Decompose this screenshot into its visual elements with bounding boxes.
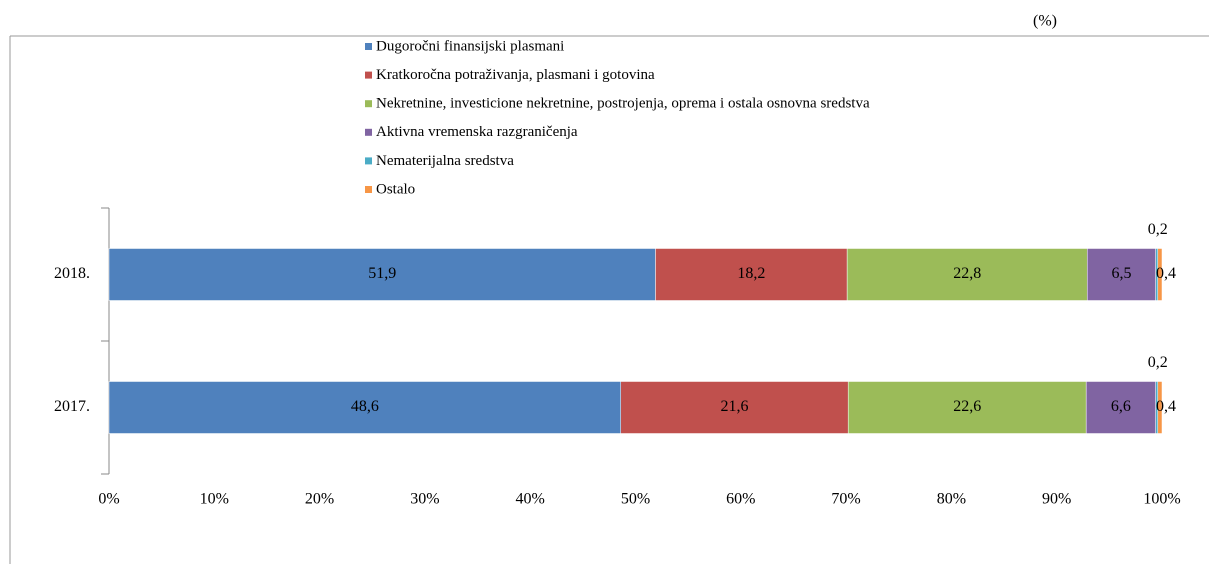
x-tick-label: 50% [621,491,650,508]
bar-segment [1157,381,1163,434]
legend-swatch [365,186,372,193]
legend-label: Kratkoročna potraživanja, plasmani i got… [376,67,655,83]
x-tick-label: 20% [305,491,334,508]
x-tick-label: 90% [1042,491,1071,508]
legend-label: Ostalo [376,181,415,197]
legend-label: Aktivna vremenska razgraničenja [376,124,578,140]
value-label: 6,6 [1111,398,1131,415]
legend-label: Nematerijalna sredstva [376,153,514,169]
bar-segment [846,248,1088,301]
x-tick-label: 60% [726,491,755,508]
value-label: 48,6 [351,398,379,415]
bar-segment [620,381,849,434]
x-tick-label: 10% [200,491,229,508]
bar-segment [108,381,622,434]
x-tick-label: 100% [1143,491,1180,508]
unit-label: (%) [1033,13,1057,30]
legend-label: Nekretnine, investicione nekretnine, pos… [376,96,870,112]
value-label: 0,2 [1148,221,1168,238]
x-tick-label: 30% [410,491,439,508]
x-tick-label: 70% [831,491,860,508]
value-label: 18,2 [737,265,765,282]
legend-swatch [365,157,372,165]
legend-swatch [365,100,372,108]
value-label: 21,6 [720,398,748,415]
value-label: 6,5 [1111,265,1131,282]
bar-segment [1157,248,1163,301]
bar-segment [1085,381,1156,434]
value-label: 0,4 [1156,265,1176,282]
bar-segment [108,248,656,301]
value-label: 0,4 [1156,398,1176,415]
x-tick-label: 80% [937,491,966,508]
legend-swatch [365,128,372,136]
legend-swatch [365,71,372,79]
value-label: 22,6 [953,398,981,415]
legend-label: Dugoročni finansijski plasmani [376,38,564,54]
value-label: 51,9 [368,265,396,282]
x-tick-label: 40% [516,491,545,508]
legend-swatch [365,43,372,50]
value-label: 0,2 [1148,354,1168,371]
bar-segment [1086,248,1156,301]
value-label: 22,8 [953,265,981,282]
y-tick-label: 2018. [54,265,90,282]
x-tick-label: 0% [98,491,119,508]
y-tick-label: 2017. [54,398,90,415]
